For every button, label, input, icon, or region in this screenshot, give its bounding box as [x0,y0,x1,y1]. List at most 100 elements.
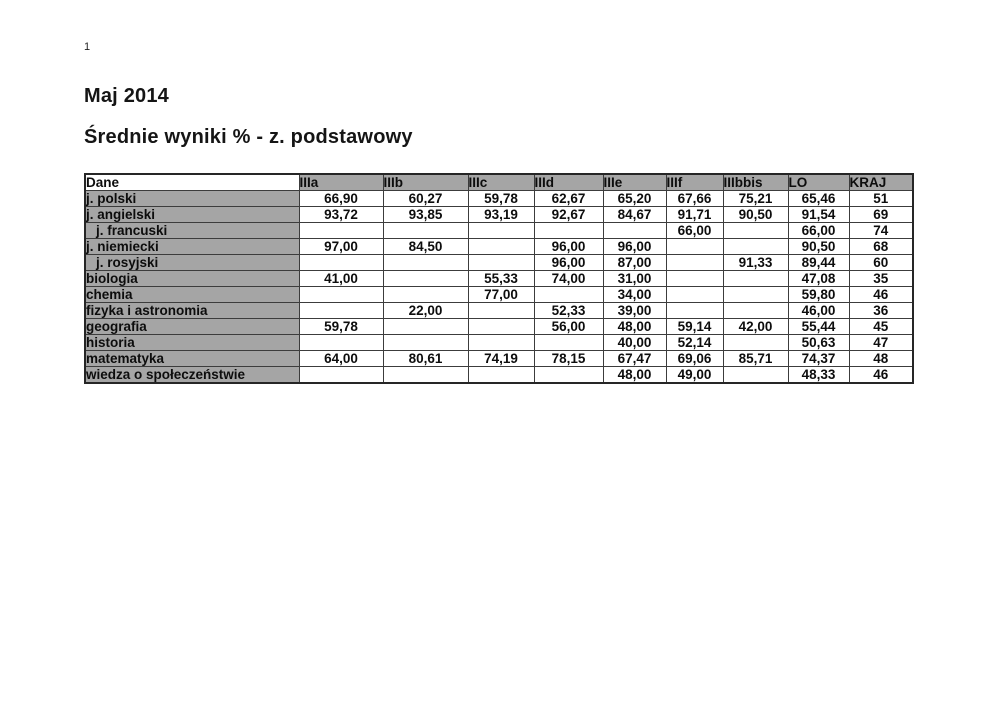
value-cell [382,222,469,239]
row-label: fizyka i astronomia [84,302,300,319]
value-cell [467,254,535,271]
value-cell: 46 [848,366,914,384]
value-cell [467,366,535,384]
column-header-iiic: IIIc [467,173,535,191]
table-row: historia 40,00 52,14 50,63 47 [84,334,914,351]
value-cell: 67,47 [602,350,667,367]
value-cell [298,286,384,303]
column-header-kraj: KRAJ [848,173,914,191]
column-header-iiibbis: IIIbbis [722,173,789,191]
table-row: wiedza o społeczeństwie 48,00 49,00 48,33 46 [84,366,914,384]
column-header-iiib: IIIb [382,173,469,191]
value-cell [382,318,469,335]
value-cell: 75,21 [722,190,789,207]
value-cell: 66,00 [787,222,850,239]
value-cell: 80,61 [382,350,469,367]
value-cell [382,286,469,303]
value-cell: 60,27 [382,190,469,207]
value-cell [298,302,384,319]
value-cell: 52,14 [665,334,724,351]
column-header-iiie: IIIe [602,173,667,191]
row-label: j. angielski [84,206,300,223]
value-cell: 93,19 [467,206,535,223]
value-cell [602,222,667,239]
value-cell: 85,71 [722,350,789,367]
value-cell [665,286,724,303]
row-label: geografia [84,318,300,335]
value-cell: 39,00 [602,302,667,319]
value-cell [665,254,724,271]
value-cell: 50,63 [787,334,850,351]
value-cell: 64,00 [298,350,384,367]
value-cell: 41,00 [298,270,384,287]
value-cell: 62,67 [533,190,604,207]
value-cell: 59,78 [467,190,535,207]
value-cell [467,334,535,351]
value-cell: 68 [848,238,914,255]
value-cell: 49,00 [665,366,724,384]
table-row: matematyka 64,00 80,61 74,19 78,15 67,47 69,06… [84,350,914,367]
value-cell [382,334,469,351]
value-cell: 40,00 [602,334,667,351]
value-cell: 91,71 [665,206,724,223]
value-cell [467,238,535,255]
value-cell [298,334,384,351]
value-cell [533,222,604,239]
table-row: biologia 41,00 55,33 74,00 31,00 47,08 35 [84,270,914,287]
value-cell: 22,00 [382,302,469,319]
column-header-iiia: IIIa [298,173,384,191]
value-cell [298,222,384,239]
value-cell: 91,54 [787,206,850,223]
value-cell [722,366,789,384]
value-cell: 96,00 [533,238,604,255]
value-cell: 34,00 [602,286,667,303]
value-cell [467,302,535,319]
value-cell: 36 [848,302,914,319]
value-cell [533,286,604,303]
value-cell [467,222,535,239]
value-cell: 65,20 [602,190,667,207]
value-cell [382,366,469,384]
value-cell: 67,66 [665,190,724,207]
value-cell: 74,19 [467,350,535,367]
value-cell: 59,78 [298,318,384,335]
row-label: j. francuski [84,222,300,239]
value-cell: 69,06 [665,350,724,367]
value-cell: 66,00 [665,222,724,239]
value-cell [722,222,789,239]
table-row: j. polski 66,90 60,27 59,78 62,67 65,20 67,66 7… [84,190,914,207]
column-header-lo: LO [787,173,850,191]
value-cell [722,270,789,287]
value-cell: 93,85 [382,206,469,223]
value-cell [298,366,384,384]
value-cell: 60 [848,254,914,271]
value-cell: 59,80 [787,286,850,303]
value-cell: 65,46 [787,190,850,207]
value-cell: 59,14 [665,318,724,335]
value-cell [467,318,535,335]
value-cell: 89,44 [787,254,850,271]
value-cell: 31,00 [602,270,667,287]
column-header-dane: Dane [84,173,300,191]
value-cell: 69 [848,206,914,223]
table-row: chemia 77,00 34,00 59,80 46 [84,286,914,303]
table-header: Dane IIIa IIIb IIIc IIId IIIe IIIf IIIbbis LO KRA… [84,173,914,191]
value-cell: 47,08 [787,270,850,287]
value-cell: 74 [848,222,914,239]
value-cell: 78,15 [533,350,604,367]
value-cell: 46 [848,286,914,303]
value-cell [722,302,789,319]
value-cell: 90,50 [722,206,789,223]
value-cell: 84,50 [382,238,469,255]
results-table: Dane IIIa IIIb IIIc IIId IIIe IIIf IIIbbis LO KRA… [84,173,914,384]
header-row: Dane IIIa IIIb IIIc IIId IIIe IIIf IIIbbis LO KRA… [84,173,914,191]
value-cell: 74,00 [533,270,604,287]
table-row: j. francuski 66,00 66,00 74 [84,222,914,239]
value-cell [533,366,604,384]
value-cell: 55,44 [787,318,850,335]
row-label: wiedza o społeczeństwie [84,366,300,384]
table-row: j. rosyjski 96,00 87,00 91,33 89,44 60 [84,254,914,271]
value-cell: 48,00 [602,366,667,384]
value-cell [298,254,384,271]
